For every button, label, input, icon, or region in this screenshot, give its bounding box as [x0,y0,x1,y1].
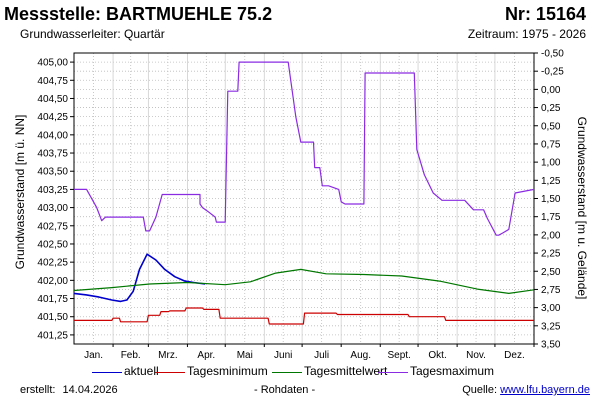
rawdata-note: - Rohdaten - [254,384,316,396]
y-tick-label-right: 0,25 [541,103,561,114]
x-tick-label: Sept. [387,350,410,361]
created-info: erstellt: 14.04.2026 [20,384,118,396]
y-tick-label-right: 0,75 [541,139,561,150]
y-tick-label-right: 3,25 [541,321,561,332]
y-tick-label-right: -0,50 [541,49,564,60]
legend-swatch-mittel [272,372,302,373]
y-tick-label-left: 401,25 [37,330,68,341]
y-tick-label-left: 404,75 [37,76,68,87]
series-line-tagesmaximum [74,61,535,236]
created-date: 14.04.2026 [62,384,118,396]
y-tick-label-left: 402,50 [37,239,68,250]
y-tick-label-right: 1,25 [541,176,561,187]
legend-swatch-aktuell [92,372,122,373]
y-tick-label-right: 3,00 [541,303,561,314]
y-tick-label-left: 403,50 [37,167,68,178]
y-tick-label-right: 3,50 [541,340,561,351]
y-tick-label-right: 1,75 [541,212,561,223]
x-tick-label: Apr. [197,350,215,361]
period-label: Zeitraum: 1975 - 2026 [467,27,586,41]
y-tick-label-left: 402,00 [37,276,68,287]
y-tick-label-left: 403,75 [37,149,68,160]
y-tick-label-right: -0,25 [541,67,564,78]
y-tick-label-left: 404,50 [37,94,68,105]
station-number: Nr: 15164 [504,4,586,24]
station-title: Messstelle: BARTMUEHLE 75.2 [4,4,273,24]
source-label: Quelle: [462,384,498,396]
y-tick-label-left: 402,75 [37,221,68,232]
legend-label-max: Tagesmaximum [410,364,495,378]
x-tick-label: Okt. [428,350,446,361]
y-tick-label-right: 2,75 [541,285,561,296]
y-tick-label-right: 1,00 [541,158,561,169]
y-tick-label-left: 404,25 [37,112,68,123]
x-tick-label: Mai [237,350,253,361]
x-tick-label: Juni [274,350,292,361]
x-tick-label: Jan. [84,350,103,361]
x-tick-label: Aug. [350,350,371,361]
legend-swatch-max [378,372,408,373]
chart-axes: 401,25 401,50 401,75 402,00 402,25 402,50 402,… [37,49,564,362]
y-tick-label-right: 2,25 [541,249,561,260]
y-tick-label-left: 403,25 [37,185,68,196]
y-tick-label-right: 2,00 [541,230,561,241]
chart-grid [74,52,534,345]
legend-swatch-min [155,372,185,373]
source-info: Quelle: www.lfu.bayern.de [462,384,590,396]
created-label: erstellt: [20,384,56,396]
chart-series [73,61,535,325]
y-tick-label-right: 2,50 [541,267,561,278]
series-line-tagesminimum [74,307,534,325]
y-tick-label-left: 403,00 [37,203,68,214]
y-tick-label-right: 1,50 [541,194,561,205]
legend-label-min: Tagesminimum [187,364,268,378]
y-tick-label-left: 404,00 [37,130,68,141]
aquifer-label: Grundwasserleiter: Quartär [20,27,165,41]
y-tick-label-right: 0,00 [541,85,561,96]
y-axis-label-left: Grundwasserstand [m ü. NN] [13,115,27,270]
series-line-tagesmittelwert [73,268,535,294]
y-tick-label-left: 401,50 [37,312,68,323]
y-tick-label-left: 405,00 [37,58,68,69]
legend-label-aktuell: aktuell [124,364,159,378]
x-tick-label: Nov. [466,350,486,361]
legend-label-mittel: Tagesmittelwert [304,364,388,378]
y-tick-label-right: 0,50 [541,121,561,132]
x-tick-label: Juli [314,350,329,361]
x-tick-label: Feb. [121,350,141,361]
y-axis-label-right: Grundwasserstand [m u. Gelände] [575,117,589,300]
source-link[interactable]: www.lfu.bayern.de [500,384,590,396]
x-tick-label: Dez. [504,350,525,361]
y-tick-label-left: 402,25 [37,258,68,269]
x-tick-label: Mrz. [158,350,177,361]
chart-legend: aktuell Tagesminimum Tagesmittelwert Tag… [0,364,600,382]
series-line-aktuell [73,253,206,303]
y-tick-label-left: 401,75 [37,294,68,305]
